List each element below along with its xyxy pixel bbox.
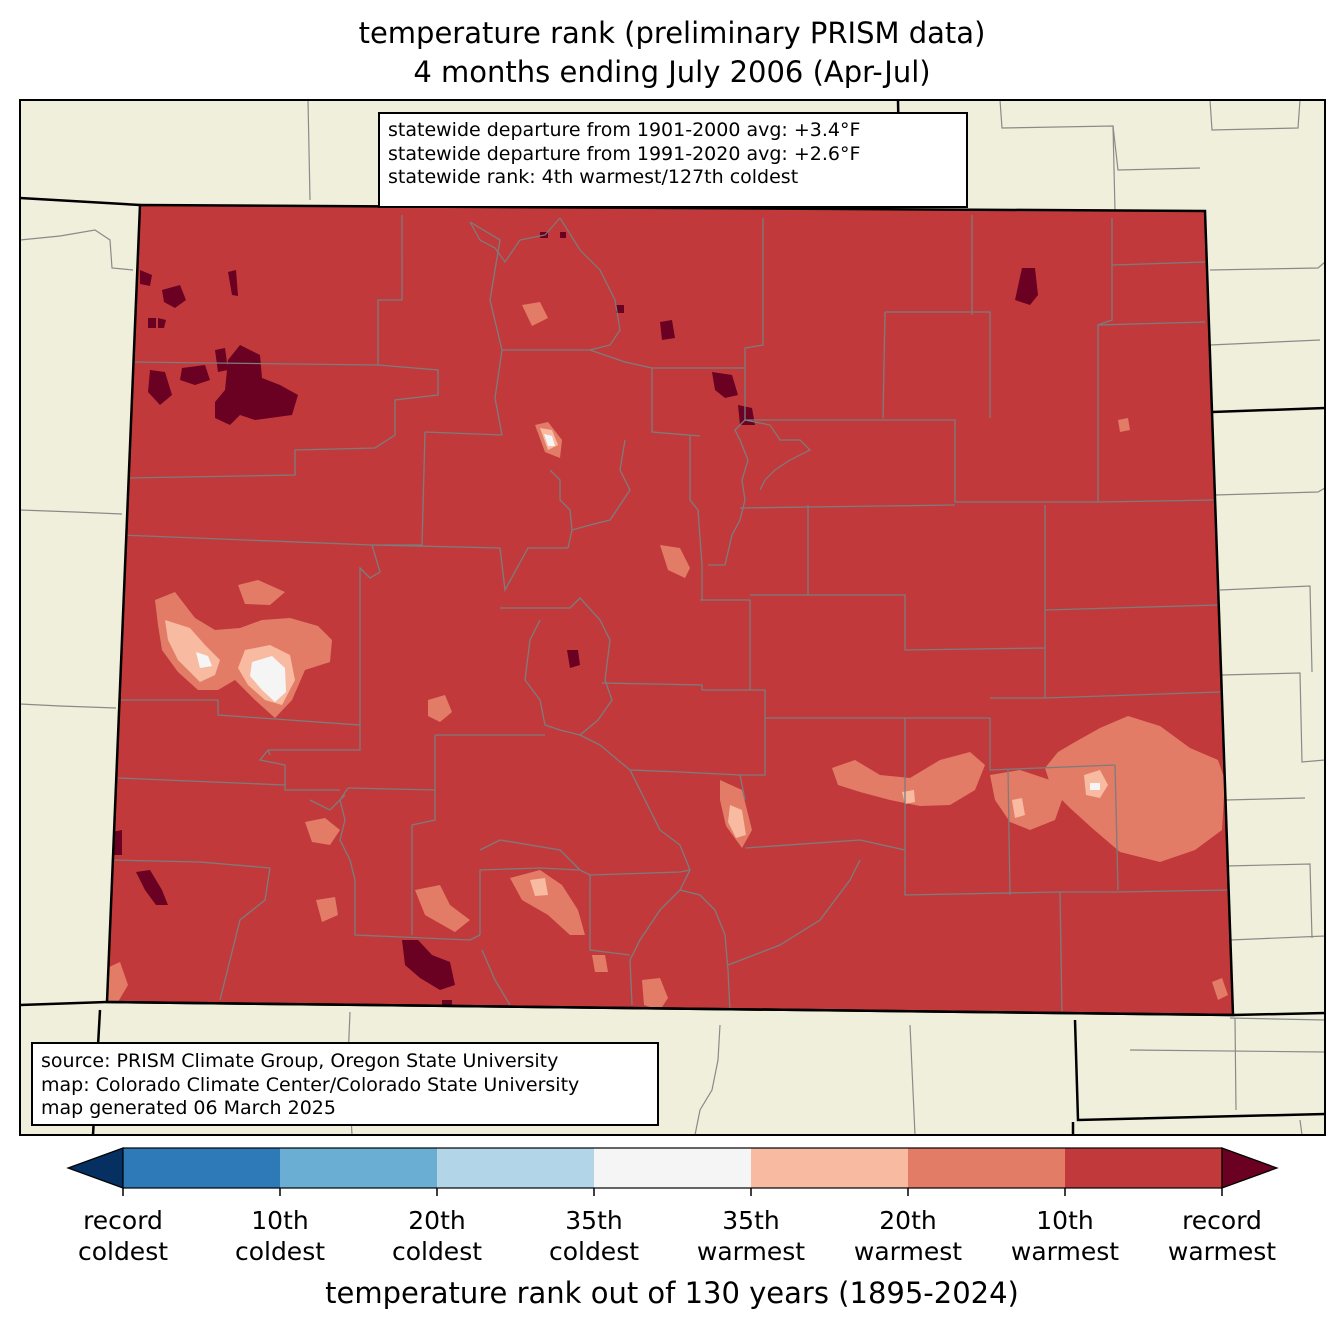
colorbar: [66, 1147, 1279, 1196]
rank-contours: [107, 215, 1233, 1015]
colorbar-label-20th-coldest: 20th coldest: [391, 1206, 483, 1266]
colorbar-segment-1: [123, 1148, 280, 1188]
map-title-line2: 4 months ending July 2006 (Apr-Jul): [413, 55, 931, 89]
colorbar-extend-cold: [66, 1147, 124, 1189]
state-line-south: [106, 1000, 1234, 1017]
colorbar-title: temperature rank out of 130 years (1895-…: [325, 1276, 1019, 1310]
colorbar-label-10th-coldest: 10th coldest: [234, 1206, 326, 1266]
colorbar-label-35th-coldest: 35th coldest: [548, 1206, 640, 1266]
source-credit-box: source: PRISM Climate Group, Oregon Stat…: [31, 1042, 659, 1126]
colorbar-label-record-warmest: record warmest: [1167, 1206, 1277, 1266]
colorbar-segment-5: [751, 1148, 908, 1188]
map-title-line1: temperature rank (preliminary PRISM data…: [358, 16, 986, 50]
stats-rank: statewide rank: 4th warmest/127th coldes…: [388, 166, 799, 188]
colorbar-extend-warm: [1221, 1147, 1279, 1189]
stats-departure-1901-2000: statewide departure from 1901-2000 avg: …: [388, 119, 861, 141]
colorbar-segment-2: [280, 1148, 437, 1188]
map-credit-line: map: Colorado Climate Center/Colorado St…: [41, 1073, 580, 1096]
colorbar-segment-4: [594, 1148, 751, 1188]
colorbar-segment-6: [908, 1148, 1065, 1188]
statewide-stats-box: statewide departure from 1901-2000 avg: …: [378, 112, 968, 208]
colorbar-label-20th-warmest: 20th warmest: [853, 1206, 963, 1266]
county-lines: [109, 215, 1229, 1015]
colorado-base-fill: [107, 205, 1233, 1015]
source-line: source: PRISM Climate Group, Oregon Stat…: [41, 1050, 559, 1072]
colorbar-segment-3: [437, 1148, 594, 1188]
generated-date-line: map generated 06 March 2025: [41, 1097, 336, 1119]
map-frame: [19, 99, 1326, 1136]
stats-departure-1991-2020: statewide departure from 1991-2020 avg: …: [388, 142, 861, 165]
colorbar-segment-7: [1065, 1148, 1222, 1188]
colorbar-label-record-coldest: record coldest: [77, 1206, 169, 1266]
colorbar-label-35th-warmest: 35th warmest: [696, 1206, 806, 1266]
colorbar-outline: [122, 1147, 1223, 1189]
colorbar-label-10th-warmest: 10th warmest: [1010, 1206, 1120, 1266]
